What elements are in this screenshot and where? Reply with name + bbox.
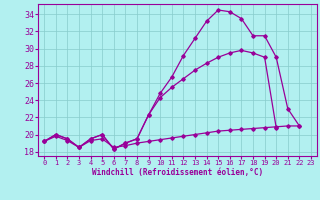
X-axis label: Windchill (Refroidissement éolien,°C): Windchill (Refroidissement éolien,°C) <box>92 168 263 177</box>
